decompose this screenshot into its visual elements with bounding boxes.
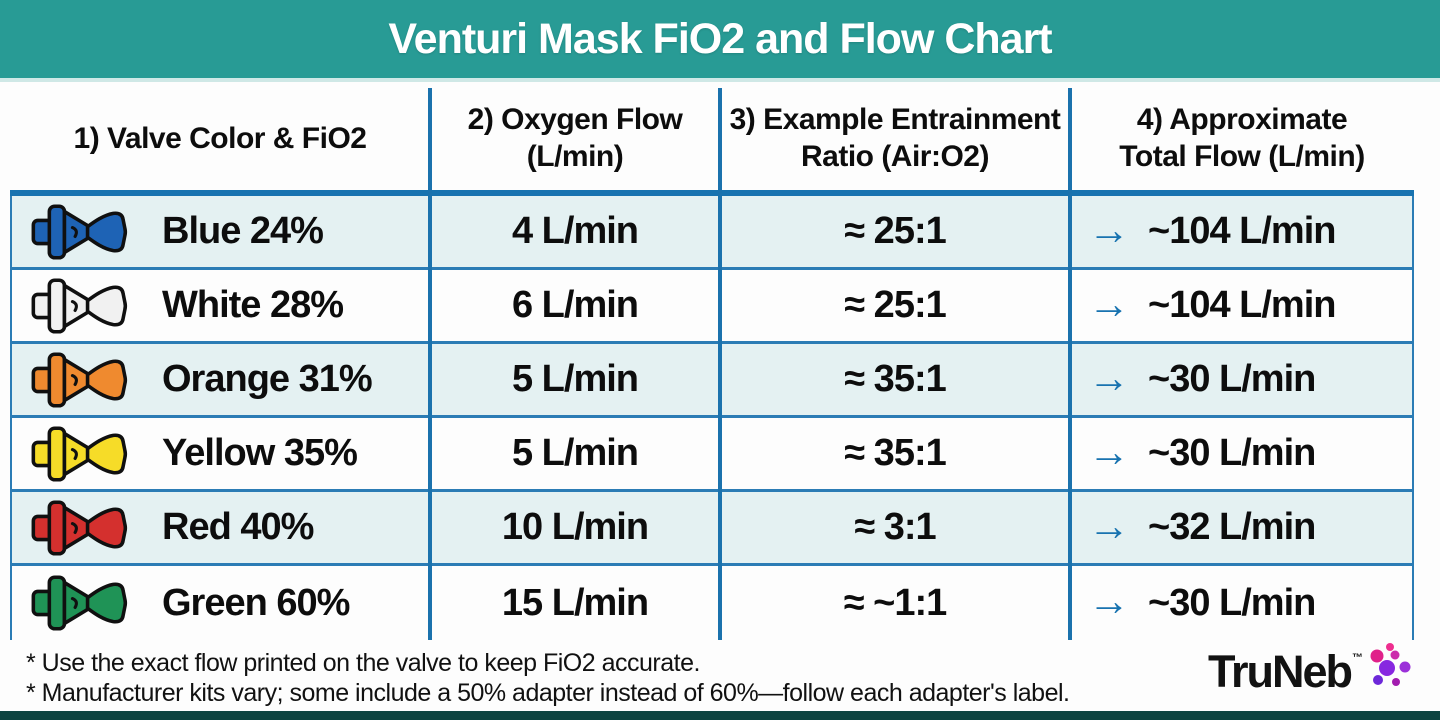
valve-detail-line bbox=[70, 597, 78, 609]
venturi-valve-icon bbox=[31, 351, 128, 408]
valve-label: Red 40% bbox=[162, 506, 314, 548]
column-header-entrainment-ratio: 3) Example Entrainment Ratio (Air:O2) bbox=[729, 103, 1061, 173]
valve-label: Yellow 35% bbox=[162, 432, 358, 474]
oxygen-flow-value: 15 L/min bbox=[501, 581, 649, 624]
brand-name: TruNeb bbox=[1208, 646, 1353, 697]
total-flow-cell: → ~30 L/min bbox=[1070, 344, 1412, 415]
brand-logo: TruNeb ™ bbox=[1208, 643, 1419, 698]
valve-label: White 28% bbox=[162, 284, 344, 326]
arrow-icon: → bbox=[1088, 501, 1130, 549]
venturi-valve-icon bbox=[31, 575, 128, 631]
valve-label: Orange 31% bbox=[162, 358, 373, 400]
entrainment-ratio-value: ≈ 25:1 bbox=[844, 210, 946, 252]
valve-detail-line bbox=[70, 447, 78, 460]
entrainment-ratio-value: ≈ 3:1 bbox=[854, 506, 936, 548]
oxygen-flow-value: 5 L/min bbox=[511, 358, 639, 400]
arrow-icon: → bbox=[1088, 427, 1130, 475]
oxygen-flow-value: 5 L/min bbox=[511, 432, 639, 474]
arrow-icon: → bbox=[1088, 353, 1130, 401]
valve-label: Green 60% bbox=[162, 581, 350, 624]
arrow-icon: → bbox=[1088, 279, 1130, 327]
valve-detail-line bbox=[70, 521, 78, 534]
column-header-valve-color: 1) Valve Color & FiO2 bbox=[73, 121, 367, 155]
footnote: * Manufacturer kits vary; some include a… bbox=[26, 679, 1070, 707]
total-flow-cell: → ~30 L/min bbox=[1070, 418, 1412, 489]
total-flow-cell: → ~30 L/min bbox=[1070, 566, 1412, 640]
page-title: Venturi Mask FiO2 and Flow Chart bbox=[388, 14, 1052, 63]
entrainment-ratio-value: ≈ ~1:1 bbox=[843, 581, 948, 624]
venturi-valve-icon bbox=[31, 499, 128, 556]
total-flow-cell: → ~104 L/min bbox=[1070, 196, 1412, 267]
table-body: Blue 24% 4 L/min ≈ 25:1 → ~104 L/min bbox=[10, 196, 1414, 640]
table-row: Blue 24% 4 L/min ≈ 25:1 → ~104 L/min bbox=[12, 196, 1412, 270]
valve-label: Blue 24% bbox=[162, 210, 324, 252]
total-flow-cell: → ~32 L/min bbox=[1070, 492, 1412, 563]
oxygen-flow-value: 6 L/min bbox=[511, 284, 639, 326]
column-divider bbox=[1068, 88, 1072, 640]
valve-cell: White 28% bbox=[12, 270, 430, 341]
venturi-valve-icon bbox=[31, 203, 128, 260]
entrainment-ratio-value: ≈ 35:1 bbox=[844, 432, 946, 474]
arrow-icon: → bbox=[1088, 577, 1130, 624]
arrow-icon: → bbox=[1088, 205, 1130, 253]
footnotes: * Use the exact flow printed on the valv… bbox=[26, 648, 1070, 708]
valve-detail-line bbox=[70, 299, 78, 312]
total-flow-value: ~30 L/min bbox=[1148, 358, 1316, 400]
valve-cell: Green 60% bbox=[12, 566, 430, 640]
table-row: Red 40% 10 L/min ≈ 3:1 → ~32 L/min bbox=[12, 492, 1412, 566]
valve-cell: Orange 31% bbox=[12, 344, 430, 415]
valve-detail-line bbox=[70, 373, 78, 386]
table-row: Green 60% 15 L/min ≈ ~1:1 → ~30 L/min bbox=[12, 566, 1412, 640]
total-flow-cell: → ~104 L/min bbox=[1070, 270, 1412, 341]
column-divider bbox=[428, 88, 432, 640]
header-underline bbox=[10, 190, 1414, 196]
logo-dots-icon bbox=[1370, 643, 1411, 686]
venturi-valve-icon bbox=[31, 277, 128, 334]
column-header-oxygen-flow: 2) Oxygen Flow (L/min) bbox=[467, 103, 683, 173]
entrainment-ratio-value: ≈ 35:1 bbox=[844, 358, 946, 400]
total-flow-value: ~104 L/min bbox=[1148, 210, 1336, 252]
table-row: Orange 31% 5 L/min ≈ 35:1 → ~30 L/min bbox=[12, 344, 1412, 418]
footnote: * Use the exact flow printed on the valv… bbox=[26, 649, 700, 677]
valve-cell: Yellow 35% bbox=[12, 418, 430, 489]
column-header-total-flow: 4) Approximate Total Flow (L/min) bbox=[1119, 103, 1365, 173]
bottom-accent-bar bbox=[0, 711, 1440, 720]
column-divider bbox=[718, 88, 722, 640]
total-flow-value: ~104 L/min bbox=[1148, 284, 1336, 326]
entrainment-ratio-value: ≈ 25:1 bbox=[844, 284, 946, 326]
table-row: Yellow 35% 5 L/min ≈ 35:1 → ~30 L/min bbox=[12, 418, 1412, 492]
valve-cell: Red 40% bbox=[12, 492, 430, 563]
table-header: 1) Valve Color & FiO2 2) Oxygen Flow (L/… bbox=[10, 88, 1414, 190]
title-bar: Venturi Mask FiO2 and Flow Chart bbox=[0, 0, 1440, 82]
venturi-valve-icon bbox=[31, 425, 128, 482]
valve-cell: Blue 24% bbox=[12, 196, 430, 267]
total-flow-value: ~32 L/min bbox=[1148, 506, 1316, 548]
table-row: White 28% 6 L/min ≈ 25:1 → ~104 L/min bbox=[12, 270, 1412, 344]
oxygen-flow-value: 10 L/min bbox=[501, 506, 649, 548]
oxygen-flow-value: 4 L/min bbox=[511, 210, 639, 252]
trademark-symbol: ™ bbox=[1352, 652, 1364, 664]
valve-detail-line bbox=[70, 225, 78, 238]
total-flow-value: ~30 L/min bbox=[1148, 581, 1316, 624]
total-flow-value: ~30 L/min bbox=[1148, 432, 1316, 474]
